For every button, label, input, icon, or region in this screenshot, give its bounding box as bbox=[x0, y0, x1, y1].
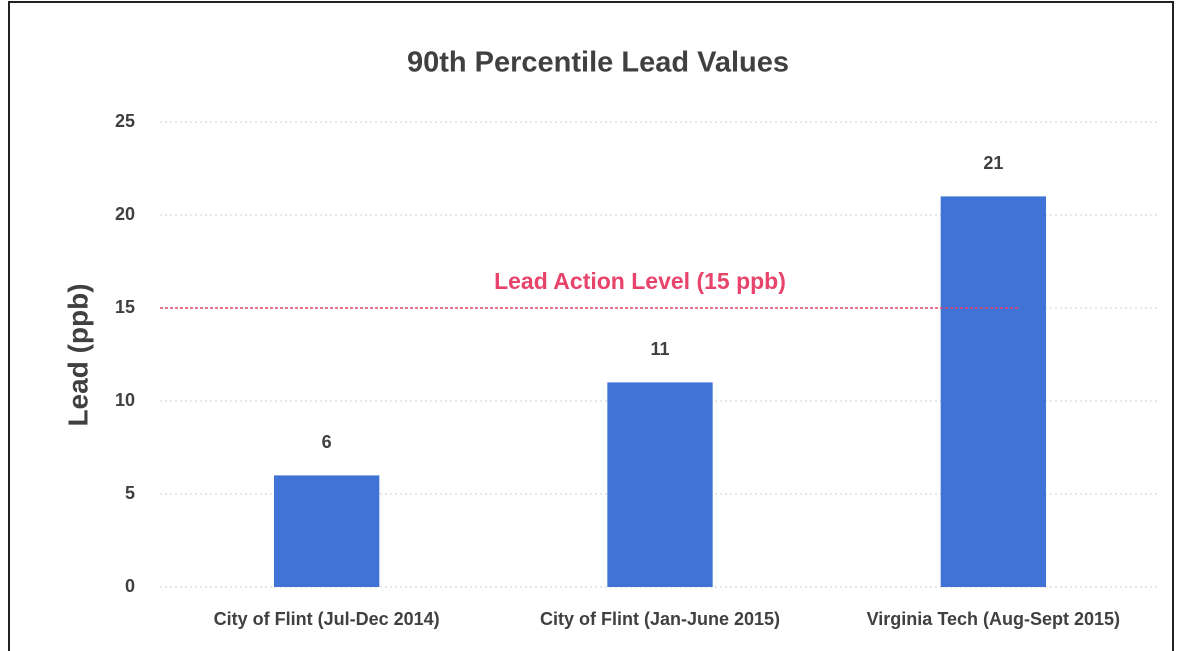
y-tick-label: 10 bbox=[115, 390, 135, 410]
data-label: 21 bbox=[983, 153, 1003, 173]
reference-label: Lead Action Level (15 ppb) bbox=[494, 268, 786, 294]
x-tick-label: Virginia Tech (Aug-Sept 2015) bbox=[867, 609, 1120, 629]
frame bbox=[8, 1, 1174, 651]
bar bbox=[274, 475, 380, 587]
y-tick-label: 20 bbox=[115, 204, 135, 224]
data-label: 11 bbox=[650, 339, 669, 359]
y-tick-label: 5 bbox=[125, 483, 135, 503]
y-axis-label: Lead (ppb) bbox=[62, 283, 93, 426]
y-tick-label: 25 bbox=[115, 111, 135, 131]
y-tick-label: 15 bbox=[115, 297, 135, 317]
x-tick-label: City of Flint (Jul-Dec 2014) bbox=[214, 609, 440, 629]
y-tick-label: 0 bbox=[125, 576, 135, 596]
x-tick-label: City of Flint (Jan-June 2015) bbox=[540, 609, 780, 629]
bar bbox=[940, 196, 1046, 587]
chart-title: 90th Percentile Lead Values bbox=[407, 47, 789, 79]
bar bbox=[607, 382, 713, 587]
data-label: 6 bbox=[322, 432, 332, 452]
